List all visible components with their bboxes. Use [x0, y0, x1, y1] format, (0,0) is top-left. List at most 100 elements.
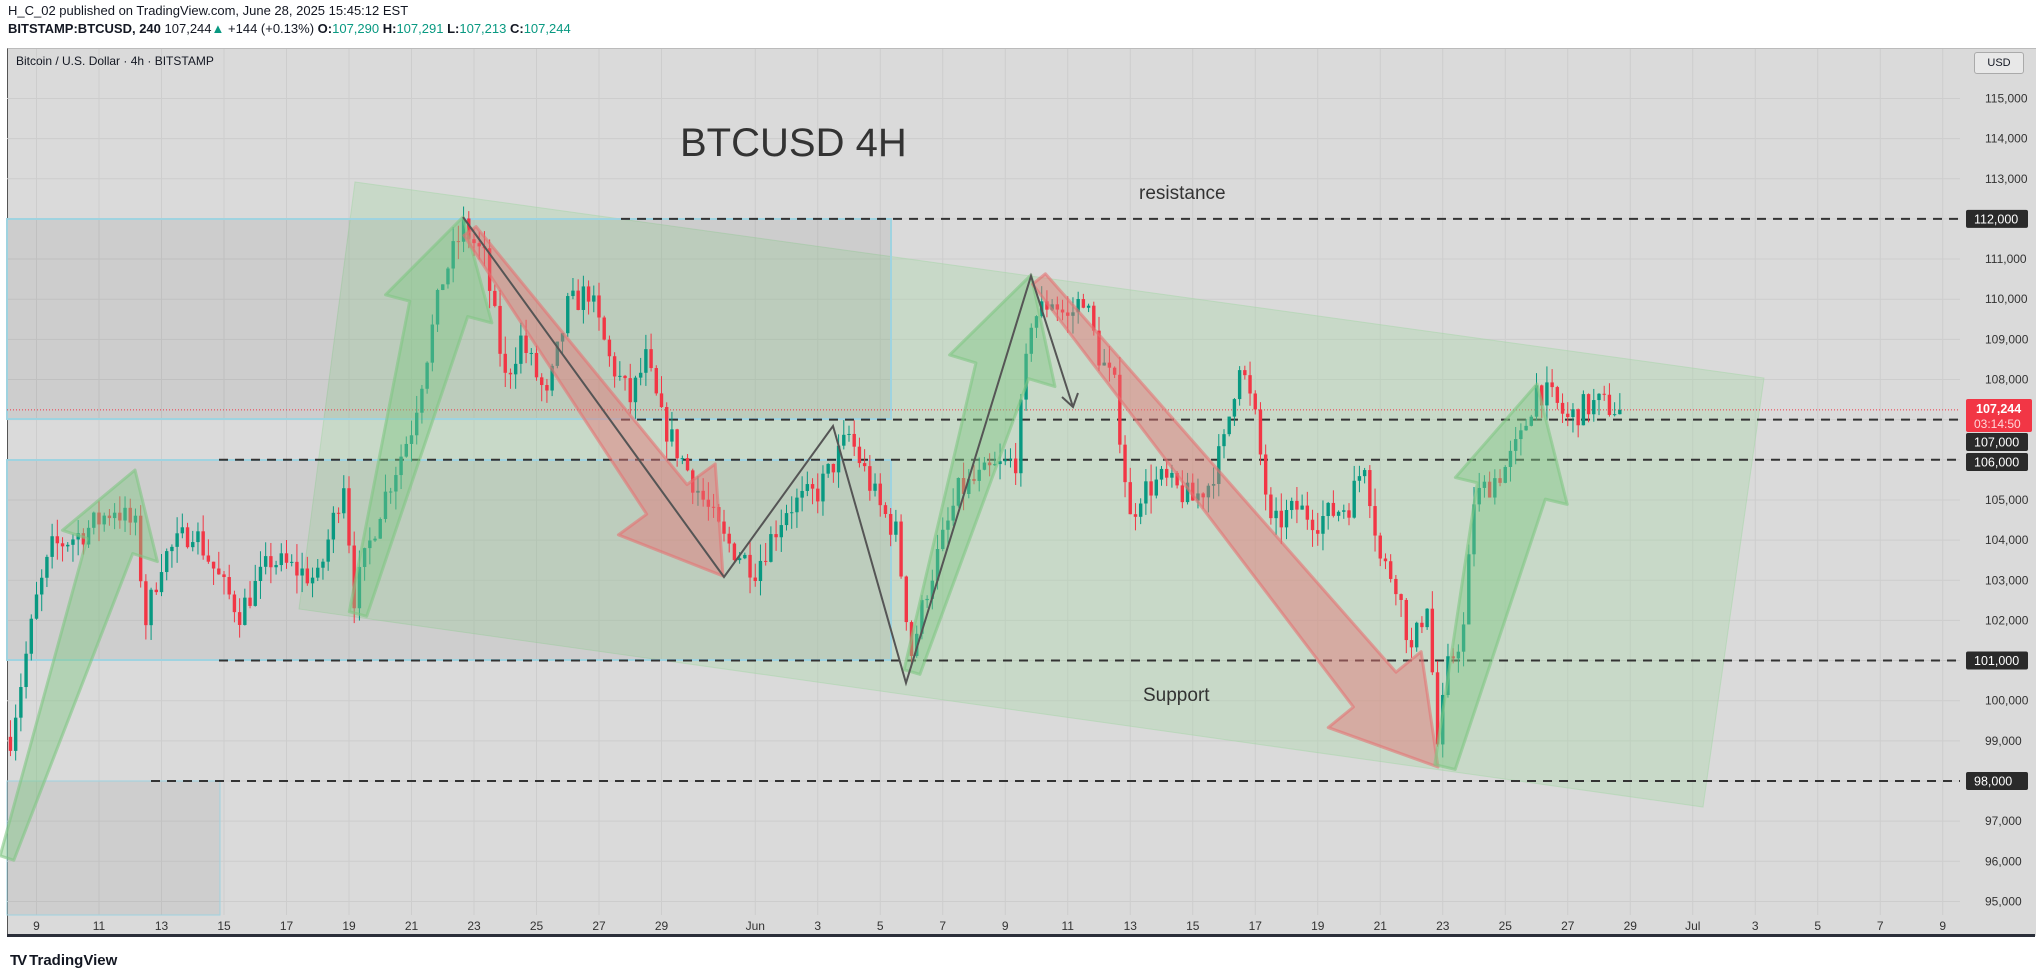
candle-body: [1467, 554, 1471, 625]
candle-body: [529, 352, 533, 354]
candle-body: [1560, 402, 1565, 414]
level-label-bg: [1966, 651, 2028, 670]
down-arrow-icon: [1031, 272, 1440, 769]
candle-body: [967, 478, 971, 494]
resistance-label[interactable]: resistance: [1139, 183, 1226, 204]
candle-body: [1331, 502, 1336, 516]
candle-body: [753, 577, 757, 582]
candle-body: [24, 653, 28, 688]
candle-body: [1253, 393, 1257, 410]
tradingview-logo[interactable]: TV TradingView: [10, 952, 117, 969]
candle-body: [961, 478, 966, 494]
candle-body: [1566, 413, 1570, 418]
candle-body: [1368, 470, 1372, 507]
candle-body: [1076, 299, 1080, 313]
price-axis: 115,000 114,000 113,000 111,000 110,000 109,0…: [1966, 91, 2032, 908]
candle-body: [545, 385, 549, 391]
candle-body: [175, 533, 179, 547]
up-arrow-icon: [347, 215, 494, 618]
candle-body: [1461, 624, 1466, 652]
level-label: 107,000: [1974, 436, 2019, 450]
price-tick: 113,000: [1985, 172, 2028, 186]
candle-body: [274, 565, 278, 568]
symbol-info-line: BITSTAMP:BTCUSD, 240 107,244▲ +144 (+0.1…: [8, 21, 571, 36]
candle-body: [883, 505, 888, 515]
symbol[interactable]: BITSTAMP:BTCUSD, 240: [8, 21, 161, 36]
price-tick: 108,000: [1985, 373, 2029, 387]
price-tick: 109,000: [1985, 332, 2029, 346]
candle-body: [1081, 299, 1086, 308]
candle-body: [316, 567, 320, 578]
candle-body: [191, 542, 195, 548]
candle-body: [1144, 481, 1148, 504]
candle-body: [1191, 482, 1195, 501]
up-arrow-icon: [0, 468, 159, 862]
time-tick: 15: [1186, 919, 1200, 933]
candle-body: [951, 505, 955, 521]
candle-body: [868, 466, 872, 491]
candle-body: [774, 534, 778, 538]
candle-body: [1513, 439, 1518, 451]
candle-body: [1284, 510, 1289, 528]
candle-body: [237, 612, 242, 625]
candle-body: [790, 512, 794, 514]
drawings: [6, 181, 1765, 916]
candle-body: [592, 295, 596, 302]
candle-body: [852, 433, 856, 447]
candle-body: [1232, 399, 1237, 417]
time-tick: 27: [592, 919, 606, 933]
range-rectangle: [6, 780, 221, 916]
candle-body: [441, 284, 445, 291]
candle-body: [336, 512, 341, 514]
candle-body: [1118, 374, 1122, 445]
candle-body: [1305, 505, 1310, 520]
candle-body: [831, 463, 836, 473]
candle-body: [977, 469, 981, 481]
candle-body: [477, 243, 481, 247]
time-tick: 9: [1939, 919, 1946, 933]
candle-body: [1347, 510, 1351, 518]
candle-body: [1154, 479, 1158, 496]
candle-body: [1097, 330, 1101, 366]
candle-body: [1425, 608, 1429, 628]
candle-body: [1534, 385, 1539, 417]
candle-body: [1019, 399, 1023, 474]
candle-body: [71, 539, 75, 545]
candle-body: [347, 488, 351, 546]
time-tick: Jul: [1685, 919, 1700, 933]
close-value: 107,244: [523, 21, 571, 36]
candle-body: [295, 561, 299, 576]
candle-body: [1524, 425, 1528, 431]
candle-body: [1165, 468, 1169, 478]
candle-body: [519, 335, 523, 364]
candle-body: [201, 531, 205, 556]
time-tick: Jun: [746, 919, 765, 933]
candle-body: [1378, 535, 1382, 559]
support-label[interactable]: Support: [1143, 685, 1210, 706]
candle-body: [920, 600, 924, 634]
candle-body: [253, 580, 257, 606]
time-tick: 9: [1002, 919, 1009, 933]
time-tick: 9: [33, 919, 40, 933]
time-tick: 23: [1436, 919, 1450, 933]
candle-body: [368, 540, 372, 549]
candle-body: [425, 362, 429, 389]
candle-body: [248, 597, 252, 606]
candle-body: [1555, 387, 1560, 403]
candle-body: [748, 554, 752, 578]
time-tick: 21: [1374, 919, 1388, 933]
candle-body: [357, 566, 362, 609]
arrowhead-icon: [1061, 392, 1079, 409]
candle-body: [415, 412, 419, 436]
candle-body: [571, 290, 575, 297]
currency-button[interactable]: USD: [1974, 52, 2024, 74]
candle-body: [435, 290, 440, 325]
candle-body: [842, 434, 846, 446]
time-tick: 11: [1062, 919, 1075, 933]
annotation-title[interactable]: BTCUSD 4H: [680, 121, 907, 165]
candle-body: [399, 456, 403, 476]
candle-body: [1196, 493, 1200, 501]
candle-body: [1003, 459, 1007, 462]
down-arrow-icon: [462, 225, 725, 578]
